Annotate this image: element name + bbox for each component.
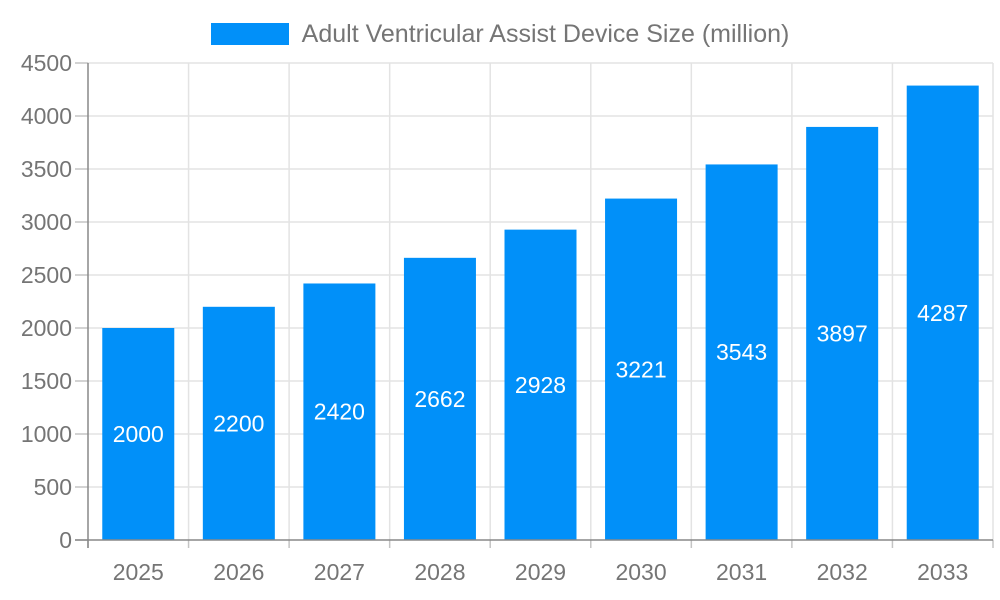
y-tick-label: 1500	[21, 368, 72, 394]
y-tick-label: 1000	[21, 421, 72, 447]
bar-value-label: 2928	[515, 372, 566, 398]
x-tick-label: 2029	[515, 559, 566, 585]
bar[interactable]	[403, 257, 476, 540]
x-tick-label: 2033	[917, 559, 968, 585]
bar-value-label: 4287	[917, 300, 968, 326]
x-tick-label: 2032	[817, 559, 868, 585]
bar-value-label: 2420	[314, 399, 365, 425]
x-tick-label: 2026	[213, 559, 264, 585]
x-tick-label: 2025	[113, 559, 164, 585]
y-tick-label: 2000	[21, 315, 72, 341]
bar[interactable]	[102, 328, 175, 540]
bar[interactable]	[906, 85, 979, 540]
bar[interactable]	[504, 229, 577, 540]
bar[interactable]	[303, 283, 376, 540]
bar[interactable]	[806, 126, 879, 540]
x-tick-label: 2028	[414, 559, 465, 585]
bar-value-label: 3543	[716, 339, 767, 365]
bar-value-label: 2662	[414, 386, 465, 412]
y-tick-label: 500	[34, 474, 72, 500]
legend[interactable]: Adult Ventricular Assist Device Size (mi…	[0, 12, 1000, 56]
legend-swatch-icon	[210, 23, 289, 45]
x-tick-label: 2027	[314, 559, 365, 585]
bar[interactable]	[705, 164, 778, 540]
bar-value-label: 2200	[213, 410, 264, 436]
bar-value-label: 3221	[615, 356, 666, 382]
x-tick-label: 2031	[716, 559, 767, 585]
y-tick-label: 4500	[21, 50, 72, 76]
y-tick-label: 2500	[21, 262, 72, 288]
x-tick-label: 2030	[615, 559, 666, 585]
bar-value-label: 2000	[113, 421, 164, 447]
y-tick-label: 4000	[21, 103, 72, 129]
legend-label: Adult Ventricular Assist Device Size (mi…	[301, 19, 790, 48]
bar[interactable]	[605, 198, 678, 540]
y-tick-label: 0	[59, 527, 72, 553]
y-tick-label: 3500	[21, 156, 72, 182]
y-tick-label: 3000	[21, 209, 72, 235]
bar-value-label: 3897	[817, 320, 868, 346]
bar[interactable]	[202, 306, 275, 540]
